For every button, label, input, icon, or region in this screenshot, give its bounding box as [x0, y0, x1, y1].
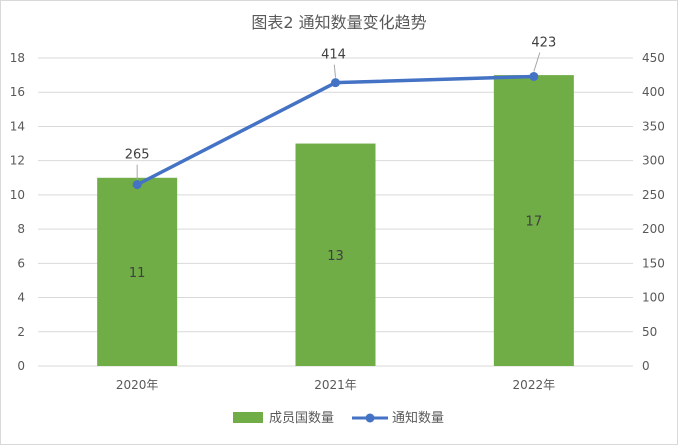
- left-tick-label: 4: [17, 291, 25, 305]
- left-tick-label: 12: [10, 154, 25, 168]
- right-tick-label: 100: [642, 291, 665, 305]
- chart-title: 图表2 通知数量变化趋势: [251, 13, 426, 32]
- left-tick-label: 8: [17, 222, 25, 236]
- line-point: [529, 71, 539, 81]
- line-data-label: 265: [125, 148, 150, 163]
- legend: 成员国数量 通知数量: [233, 410, 444, 426]
- left-tick-label: 16: [10, 85, 25, 99]
- bar: [295, 143, 376, 366]
- right-tick-label: 400: [642, 85, 665, 99]
- right-tick-label: 450: [642, 51, 665, 65]
- left-tick-label: 0: [17, 359, 25, 373]
- line-series: 265 414 423: [125, 35, 556, 190]
- right-tick-label: 300: [642, 154, 665, 168]
- x-tick-label: 2021年: [314, 378, 357, 392]
- leader-line: [333, 64, 336, 78]
- right-tick-label: 0: [642, 359, 650, 373]
- x-tick-label: 2022年: [513, 378, 556, 392]
- right-tick-label: 50: [642, 325, 657, 339]
- legend-swatch-marker: [365, 413, 375, 423]
- bar: [493, 75, 574, 366]
- x-tick-label: 2020年: [116, 378, 159, 392]
- legend-label-notices: 通知数量: [392, 410, 444, 426]
- bar-data-label: 11: [129, 266, 146, 281]
- right-axis-ticks: 0 50 100 150 200 250 300 350 400 450: [642, 51, 665, 373]
- right-tick-label: 250: [642, 188, 665, 202]
- right-tick-label: 200: [642, 222, 665, 236]
- right-tick-label: 350: [642, 119, 665, 133]
- line-data-label: 414: [321, 48, 346, 63]
- bar: [97, 177, 178, 366]
- right-tick-label: 150: [642, 256, 665, 270]
- bar-data-label: 13: [327, 249, 344, 264]
- legend-label-members: 成员国数量: [269, 411, 334, 426]
- left-tick-label: 18: [10, 51, 25, 65]
- legend-swatch-members: [233, 412, 263, 423]
- left-tick-label: 10: [10, 188, 25, 202]
- left-tick-label: 14: [10, 119, 25, 133]
- line-point: [331, 78, 340, 88]
- bar-series: 11 13 17: [97, 75, 574, 366]
- left-tick-label: 2: [17, 325, 25, 339]
- x-axis-ticks: 2020年 2021年 2022年: [116, 378, 555, 392]
- left-tick-label: 6: [17, 256, 25, 270]
- left-axis-ticks: 0 2 4 6 8 10 12 14 16 18: [10, 51, 25, 373]
- line-point: [132, 180, 142, 190]
- bar-data-label: 17: [526, 215, 543, 230]
- line-data-label: 423: [531, 35, 556, 50]
- leader-line: [533, 52, 541, 72]
